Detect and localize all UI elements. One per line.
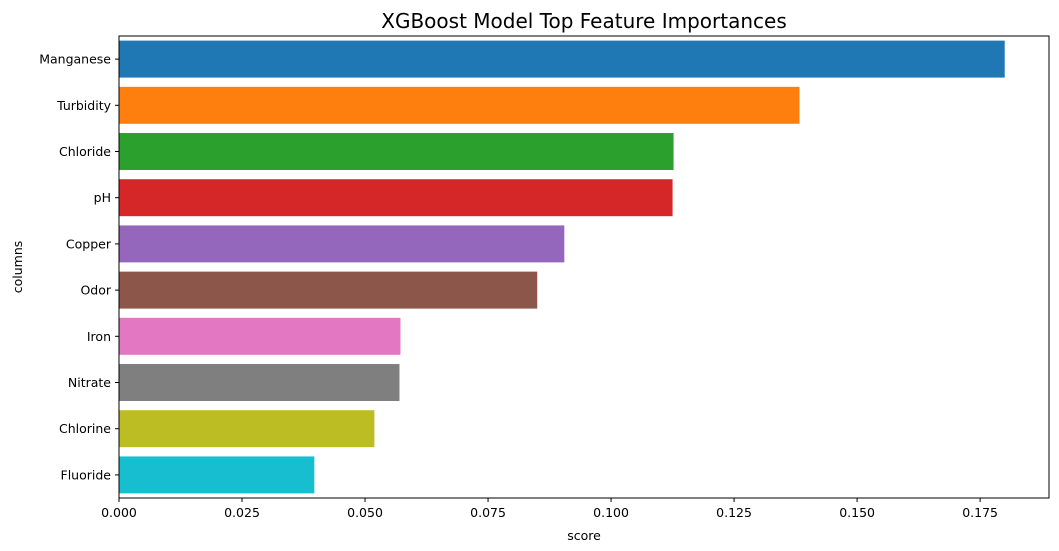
y-tick-label: Nitrate xyxy=(68,375,111,390)
x-tick-label: 0.125 xyxy=(716,505,752,520)
x-tick-label: 0.150 xyxy=(839,505,875,520)
y-tick-label: Copper xyxy=(66,236,112,251)
y-tick-label: pH xyxy=(94,190,111,205)
x-ticks: 0.000 0.025 0.050 0.075 0.100 0.125 0.150 0.175 xyxy=(101,498,998,520)
bar-ph xyxy=(119,179,673,217)
y-tick-label: Odor xyxy=(80,283,111,298)
bar-manganese xyxy=(119,40,1005,78)
y-tick-label: Manganese xyxy=(39,52,111,67)
bar-odor xyxy=(119,271,538,309)
x-tick-label: 0.175 xyxy=(962,505,998,520)
bar-chloride xyxy=(119,133,674,170)
bar-nitrate xyxy=(119,364,400,401)
x-tick-label: 0.025 xyxy=(224,505,260,520)
bar-fluoride xyxy=(119,456,315,494)
y-tick-label: Chloride xyxy=(59,144,111,159)
y-tick-label: Iron xyxy=(87,329,111,344)
bars-group xyxy=(119,40,1005,494)
bar-copper xyxy=(119,225,565,263)
x-tick-label: 0.100 xyxy=(593,505,629,520)
y-tick-labels: Manganese Turbidity Chloride pH Copper Odor Ir… xyxy=(39,52,119,482)
y-tick-label: Chlorine xyxy=(59,421,111,436)
y-tick-label: Fluoride xyxy=(61,467,112,482)
bar-chlorine xyxy=(119,410,375,448)
x-tick-label: 0.075 xyxy=(470,505,506,520)
bar-turbidity xyxy=(119,86,800,124)
plot-frame xyxy=(118,35,1050,499)
bar-iron xyxy=(119,317,401,355)
y-tick-label: Turbidity xyxy=(56,98,112,113)
x-axis-label: score xyxy=(567,528,601,543)
chart-title: XGBoost Model Top Feature Importances xyxy=(381,9,787,33)
x-tick-label: 0.000 xyxy=(101,505,137,520)
x-tick-label: 0.050 xyxy=(347,505,383,520)
y-axis-label: columns xyxy=(10,241,25,294)
